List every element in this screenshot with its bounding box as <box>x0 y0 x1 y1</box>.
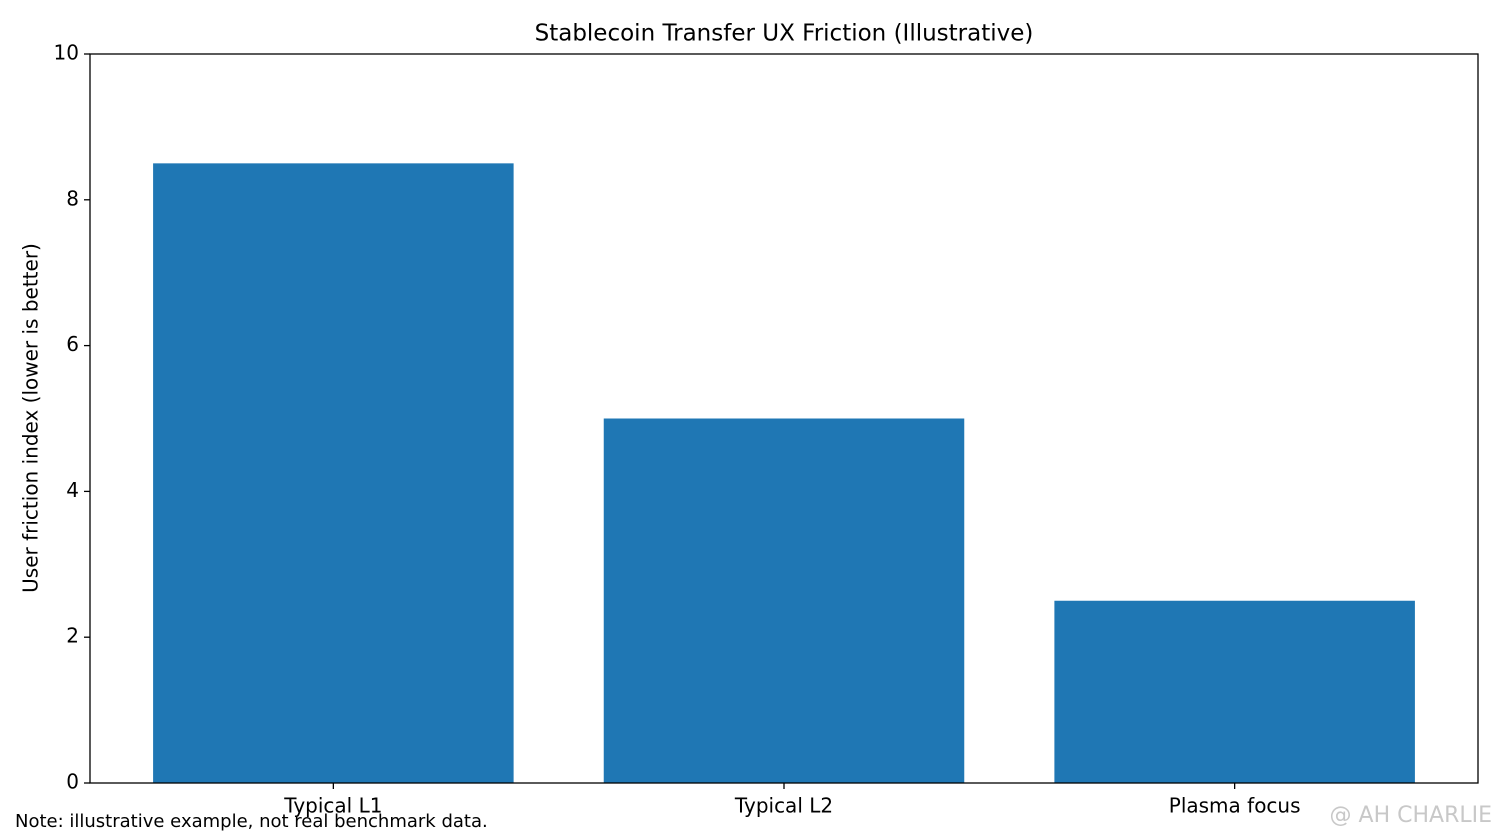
y-tick-label: 4 <box>66 478 79 502</box>
y-tick-label: 6 <box>66 332 79 356</box>
y-tick-label: 0 <box>66 770 79 794</box>
x-tick-label: Typical L1 <box>283 794 382 818</box>
y-tick-label: 10 <box>54 41 79 65</box>
x-tick-label: Plasma focus <box>1169 794 1301 818</box>
y-axis-label: User friction index (lower is better) <box>19 243 43 593</box>
plot-frame <box>89 53 1479 784</box>
watermark: @ AH CHARLIE <box>1330 803 1492 828</box>
bar <box>603 418 965 783</box>
note: Note: illustrative example, not real ben… <box>15 811 488 832</box>
bar <box>153 163 514 784</box>
y-tick-label: 2 <box>66 624 79 648</box>
bar <box>1054 600 1415 783</box>
chart-title: Stablecoin Transfer UX Friction (Illustr… <box>535 21 1034 47</box>
x-tick-label: Typical L2 <box>734 794 833 818</box>
y-tick-label: 8 <box>66 186 79 210</box>
